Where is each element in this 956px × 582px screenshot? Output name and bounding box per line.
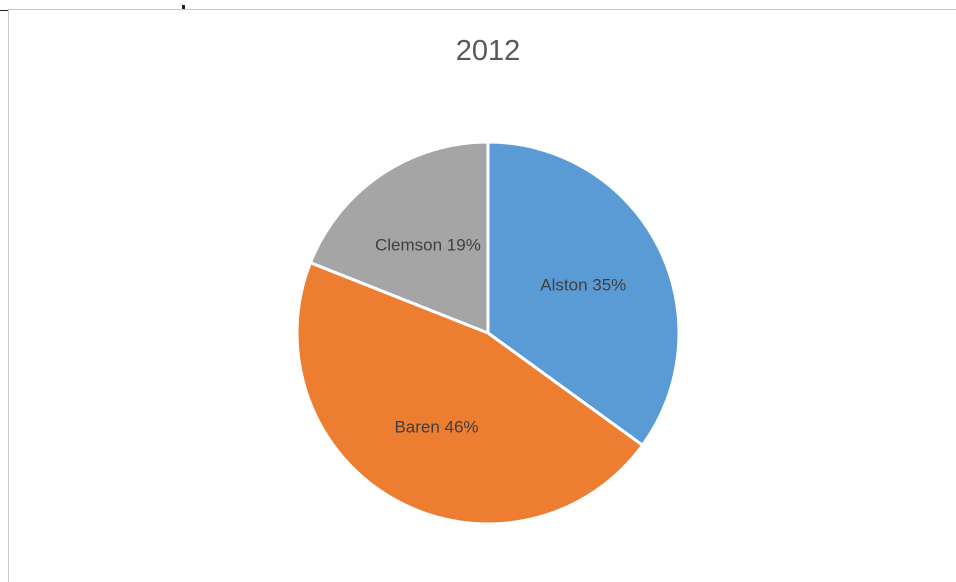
data-label-baren: Baren 46% [394,418,478,437]
pie-slice-clemson[interactable] [308,140,490,335]
chart-title: 2012 [455,35,521,67]
data-label-clemson: Clemson 19% [375,236,481,255]
cell-marker [182,5,185,9]
data-label-alston: Alston 35% [540,275,626,294]
pie-slice-baren[interactable] [295,261,645,526]
pie-slice-alston[interactable] [486,140,681,447]
